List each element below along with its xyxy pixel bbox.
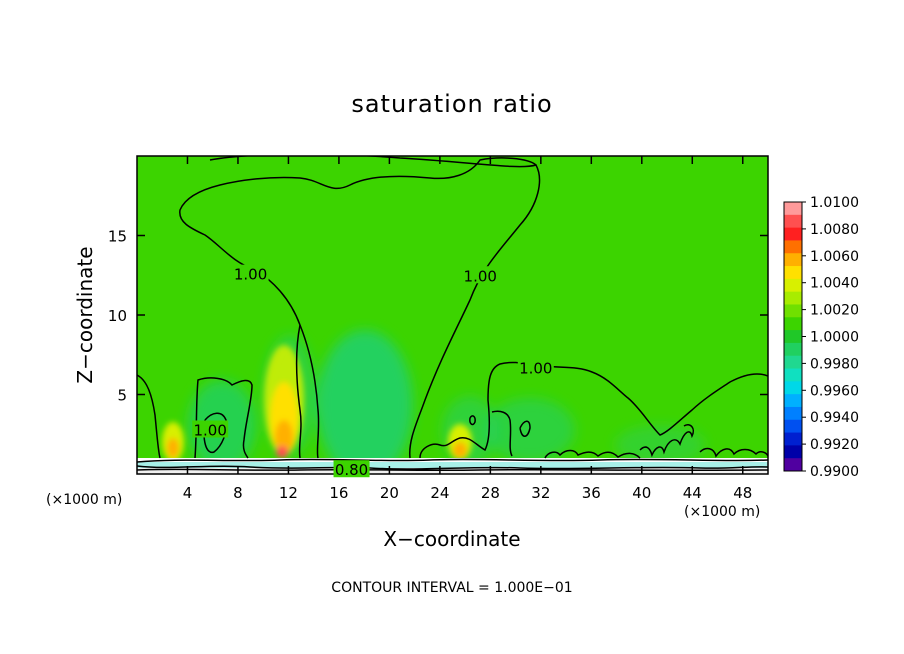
contour-label: 1.00	[464, 267, 497, 285]
x-tick-label: 12	[279, 484, 298, 502]
y-tick-label: 15	[108, 228, 127, 246]
contour-label: 1.00	[193, 421, 226, 439]
x-tick-label: 48	[733, 484, 752, 502]
contour-surface	[137, 458, 768, 463]
colorbar-swatch	[784, 419, 802, 434]
ground-strip	[137, 468, 768, 474]
colorbar-swatch	[784, 227, 802, 241]
y-axis-unit: (×1000 m)	[684, 504, 760, 520]
plot-field	[137, 156, 768, 474]
contour-label: 1.00	[234, 266, 267, 284]
contour-left-inner	[194, 377, 253, 459]
colorbar-label: 1.0100	[810, 195, 859, 211]
colorbar-swatch	[784, 394, 802, 408]
colorbar-swatch	[784, 342, 802, 357]
colorbar-label: 1.0060	[810, 249, 859, 265]
contour-surface-2	[137, 465, 768, 470]
colorbar-swatch	[784, 202, 802, 216]
colorbar-swatch	[784, 406, 802, 421]
contour-interval-note: CONTOUR INTERVAL = 1.000E−01	[331, 580, 572, 596]
x-tick-label: 28	[481, 484, 500, 502]
x-tick-label: 40	[632, 484, 651, 502]
colorbar-swatch	[784, 355, 802, 370]
colorbar-label: 1.0040	[810, 276, 859, 292]
colorbar-label: 1.0080	[810, 222, 859, 238]
contour-upper-left-b	[295, 324, 302, 459]
contour-left	[137, 374, 161, 459]
colorbar-swatch	[784, 381, 802, 395]
colorbar-swatch	[784, 240, 802, 254]
x-tick-label: 32	[531, 484, 550, 502]
plume-3km	[162, 422, 184, 462]
x-axis-label: X−coordinate	[383, 527, 520, 551]
colorbar-swatch	[784, 266, 802, 280]
contour-label: 0.80	[335, 461, 368, 479]
y-tick-label: 10	[108, 307, 127, 325]
contour-small-1	[519, 420, 531, 437]
contour-upper-dry	[209, 156, 541, 459]
contour-label-bg	[232, 264, 269, 282]
x-tick-label: 8	[233, 484, 243, 502]
contour-label: 1.00	[519, 359, 552, 377]
y-axis-ticks: 5 10 15	[108, 228, 768, 405]
colorbar-swatch	[784, 291, 802, 305]
x-tick-label: 20	[380, 484, 399, 502]
contour-labels: 1.00 1.00 1.00 1.00 0.80	[192, 264, 554, 479]
contour-wiggles-2	[699, 447, 768, 458]
plume-12km	[264, 345, 304, 458]
contour-wiggles	[639, 424, 695, 458]
contour-label-bg	[192, 420, 229, 438]
x-tick-label: 44	[683, 484, 702, 502]
x-axis-ticks: 4 8 12 16 20 24 28 32 36 40 44 48	[183, 156, 752, 502]
contour-right-b	[491, 410, 513, 457]
x-tick-label: 36	[582, 484, 601, 502]
colorbar-swatch	[784, 253, 802, 267]
y-tick-label: 5	[117, 387, 127, 405]
y-axis-label: Z−coordinate	[73, 246, 97, 383]
colorbar-swatch	[784, 445, 802, 459]
colorbar-swatch	[784, 304, 802, 318]
colorbar-label: 0.9900	[810, 464, 859, 480]
colorbar: 1.0100 1.0080 1.0060 1.0040 1.0020 1.0000 0.99…	[783, 195, 859, 480]
colorbar-label: 0.9920	[810, 437, 859, 453]
contour-upper-left	[179, 157, 537, 459]
x-axis-unit: (×1000 m)	[46, 492, 122, 508]
colorbar-swatch	[784, 317, 802, 331]
contour-small-2	[469, 415, 476, 426]
x-tick-label: 24	[430, 484, 449, 502]
x-tick-label: 16	[329, 484, 348, 502]
colorbar-swatch	[784, 368, 802, 382]
contour-left-small	[203, 412, 228, 454]
contour-surface-3	[137, 468, 768, 472]
colorbar-swatch	[784, 458, 802, 472]
contour-label-bg	[462, 266, 499, 284]
colorbar-swatch	[784, 330, 802, 344]
colorbar-swatch	[784, 214, 802, 229]
colorbar-label: 0.9960	[810, 383, 859, 399]
colorbar-label: 0.9980	[810, 356, 859, 372]
contour-bumps	[544, 449, 641, 459]
chart-title: saturation ratio	[351, 90, 552, 118]
plume-26km	[448, 424, 472, 460]
colorbar-swatch	[784, 432, 802, 446]
colorbar-swatch	[784, 278, 802, 293]
colorbar-label: 1.0020	[810, 303, 859, 319]
colorbar-label: 0.9940	[810, 410, 859, 426]
contour-lines	[137, 156, 768, 472]
contour-label-bg	[517, 358, 554, 376]
contour-label-bg	[333, 460, 370, 478]
colorbar-label: 1.0000	[810, 330, 859, 346]
x-tick-label: 4	[183, 484, 193, 502]
